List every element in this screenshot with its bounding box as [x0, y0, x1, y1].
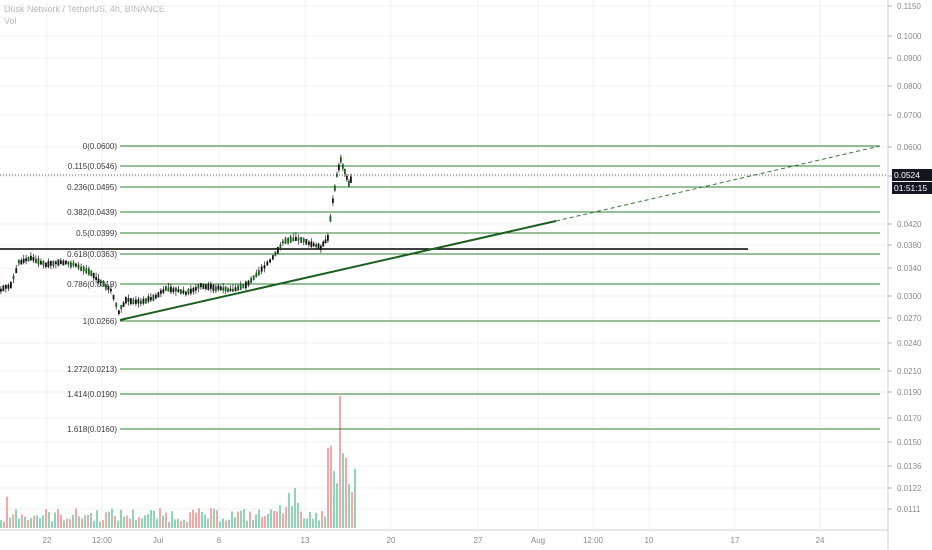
price-axis-label: 0.0300 — [897, 292, 922, 301]
time-axis[interactable]: 22 12:00 Jul 6 13 20 27 Aug 12:00 10 17 24 — [43, 536, 825, 545]
price-axis-label: 0.0150 — [897, 438, 922, 447]
fib-level-label: 0.115(0.0546) — [68, 162, 118, 171]
fib-level-label: 1.414(0.0190) — [67, 390, 117, 399]
time-axis-label: 22 — [43, 536, 52, 545]
price-axis-label: 0.0122 — [897, 484, 922, 493]
time-axis-label: 27 — [474, 536, 483, 545]
time-axis-label: 20 — [387, 536, 396, 545]
fib-level-label: 1.272(0.0213) — [67, 365, 117, 374]
time-axis-label: Aug — [531, 536, 545, 545]
volume-label[interactable]: Vol — [4, 16, 17, 26]
time-axis-label: 12:00 — [92, 536, 113, 545]
price-axis-label: 0.0270 — [897, 314, 922, 323]
price-axis-label: 0.0111 — [897, 505, 921, 514]
symbol-title[interactable]: Dusk Network / TetherUS, 4h, BINANCE — [4, 4, 165, 14]
price-axis-label: 0.0170 — [897, 414, 922, 423]
trendline-extension[interactable] — [555, 145, 881, 222]
fib-level-label: 0.786(0.0319) — [67, 280, 117, 289]
time-axis-label: 24 — [816, 536, 825, 545]
fib-level-label: 1.618(0.0160) — [67, 425, 117, 434]
time-axis-label: 10 — [645, 536, 654, 545]
trendline[interactable] — [119, 220, 557, 321]
fib-level-label: 1(0.0266) — [83, 317, 118, 326]
grid — [0, 0, 888, 530]
fibonacci-retracement[interactable]: 0(0.0600) 0.115(0.0546) 0.236(0.0495) 0.382… — [67, 142, 880, 434]
price-axis-label: 0.0340 — [897, 264, 922, 273]
time-axis-label: 12:00 — [583, 536, 604, 545]
fib-level-label: 0.618(0.0363) — [67, 250, 117, 259]
price-candles — [0, 154, 352, 316]
time-axis-label: 17 — [731, 536, 740, 545]
current-price-tag: 0.0524 — [892, 169, 932, 181]
volume-bars — [0, 396, 356, 528]
fib-level-label: 0.382(0.0439) — [67, 208, 117, 217]
price-axis-label: 0.1150 — [897, 2, 921, 11]
time-axis-label: Jul — [153, 536, 163, 545]
price-axis-label: 0.0700 — [897, 111, 922, 120]
price-axis[interactable]: 0.11500.10000.09000.08000.07000.06000.05… — [888, 2, 922, 514]
fib-level-label: 0.236(0.0495) — [67, 183, 117, 192]
price-axis-label: 0.0240 — [897, 339, 922, 348]
price-axis-label: 0.0380 — [897, 241, 922, 250]
price-axis-label: 0.0420 — [897, 220, 922, 229]
price-axis-label: 0.1000 — [897, 32, 922, 41]
price-axis-label: 0.0800 — [897, 82, 922, 91]
price-axis-label: 0.0190 — [897, 388, 922, 397]
price-axis-label: 0.0600 — [897, 143, 922, 152]
time-axis-label: 13 — [301, 536, 310, 545]
price-axis-label: 0.0210 — [897, 367, 922, 376]
price-axis-label: 0.0136 — [897, 462, 922, 471]
fib-level-label: 0.5(0.0399) — [76, 229, 117, 238]
time-axis-label: 6 — [217, 536, 222, 545]
fib-level-label: 0(0.0600) — [83, 142, 118, 151]
price-axis-label: 0.0900 — [897, 54, 922, 63]
bar-countdown-tag: 01:51:15 — [892, 182, 932, 194]
